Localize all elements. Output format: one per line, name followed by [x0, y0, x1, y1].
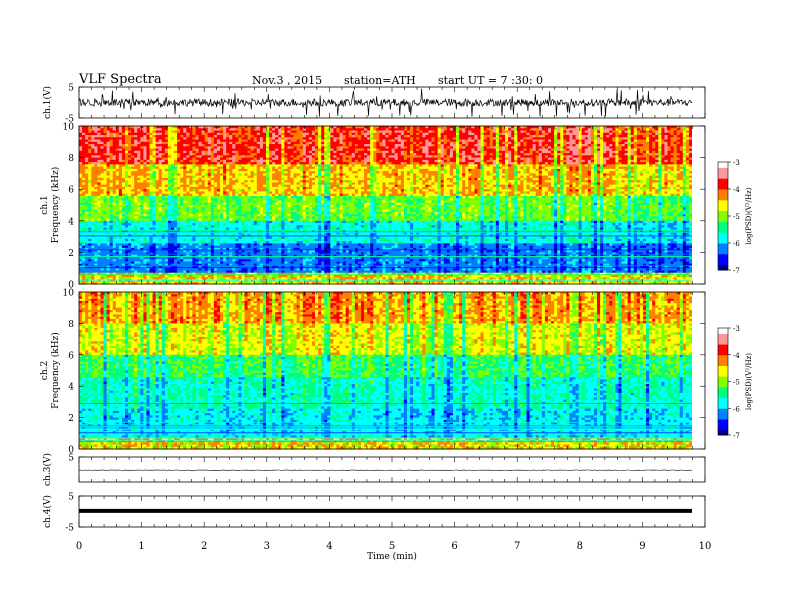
ch1-spectrogram-heatmap: [79, 126, 693, 285]
vlf-figure: 5-5ch.1(V)0246810ch.1 Frequency (kHz)-3-4…: [0, 0, 792, 612]
